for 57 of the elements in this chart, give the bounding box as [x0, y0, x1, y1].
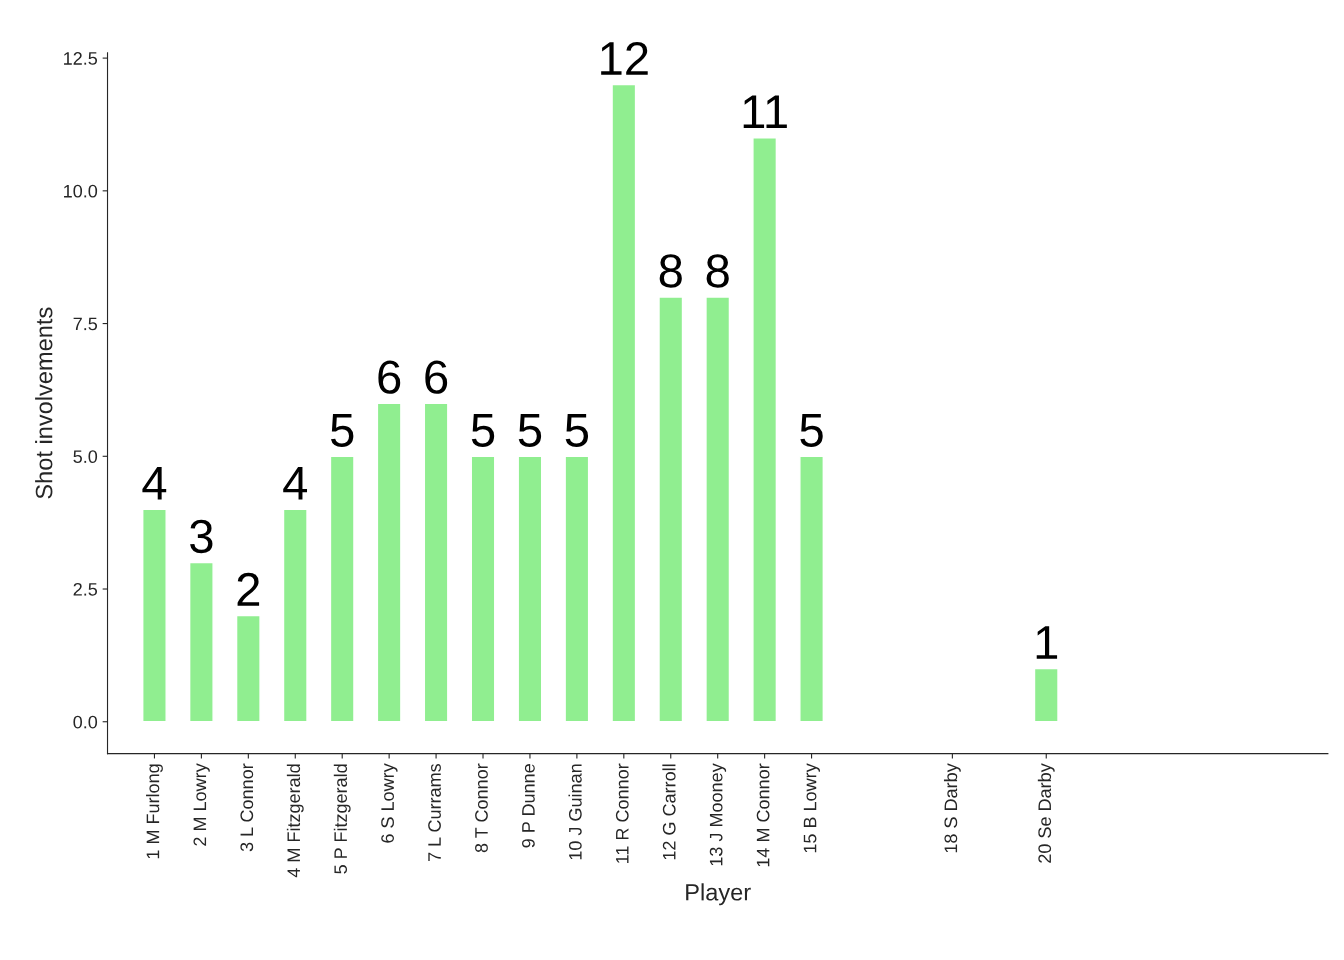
bar [799, 455, 824, 723]
bar [658, 296, 684, 723]
data-label: 4 [283, 467, 308, 500]
y-axis-title: Shot involvements [35, 307, 53, 499]
data-label: 11 [743, 95, 787, 128]
x-tick-label: 11 R Connor [615, 763, 629, 863]
x-tick-label: 4 M Fitzgerald [286, 764, 304, 878]
data-label: 6 [425, 360, 448, 394]
bar [423, 402, 449, 723]
x-tick-label: 20 Se Darby [1037, 763, 1055, 863]
x-tick-label: 6 S Lowry [381, 763, 398, 843]
bar [752, 137, 778, 723]
x-tick-label: 12 G Carroll [662, 764, 676, 860]
data-label: 4 [142, 467, 167, 500]
x-tick-label: 18 S Darby [943, 763, 961, 853]
x-tick-label: 9 P Dunne [522, 764, 535, 848]
data-label: 3 [190, 519, 213, 554]
x-tick-label: 3 L Connor [240, 763, 254, 852]
bar [142, 508, 167, 723]
bar [376, 402, 402, 723]
y-tick-label: 2.5 [73, 582, 98, 596]
bar [470, 455, 496, 723]
data-label: 5 [518, 414, 542, 447]
data-label: 8 [706, 254, 729, 288]
y-tick-label: 0.0 [73, 715, 98, 729]
bar [705, 296, 731, 723]
x-tick-label: 1 M Furlong [146, 764, 163, 859]
data-label: 8 [659, 254, 682, 288]
x-tick-label: 14 M Connor [756, 763, 770, 867]
x-tick-label: 13 J Mooney [709, 763, 727, 866]
x-tick-label: 5 P Fitzgerald [333, 764, 351, 874]
x-tick-label: 7 L Currams [428, 763, 441, 862]
x-tick-label: 15 B Lowry [803, 763, 820, 853]
x-tick-label: 8 T Connor [475, 763, 488, 853]
bar [517, 455, 543, 723]
data-label: 5 [471, 414, 495, 447]
data-label: 5 [330, 414, 354, 447]
data-label: 1 [1036, 626, 1058, 659]
bar [188, 561, 214, 723]
y-tick-label: 10.0 [64, 184, 98, 198]
data-label: 2 [237, 572, 260, 606]
data-label: 5 [800, 414, 823, 447]
y-tick-label: 7.5 [73, 317, 98, 331]
bar [611, 83, 637, 723]
bar [1033, 667, 1059, 723]
data-label: 12 [601, 41, 648, 75]
y-tick-label: 12.5 [64, 52, 98, 65]
y-tick-label: 5.0 [73, 450, 98, 464]
data-label: 5 [565, 414, 589, 447]
x-axis-title: Player [686, 883, 751, 906]
x-tick-label: 10 J Guinan [568, 764, 582, 860]
x-tick-label: 2 M Lowry [193, 763, 210, 846]
data-label: 6 [378, 360, 401, 394]
bar [235, 614, 261, 723]
bar [282, 508, 308, 723]
bar [329, 455, 355, 723]
bar [564, 455, 590, 723]
